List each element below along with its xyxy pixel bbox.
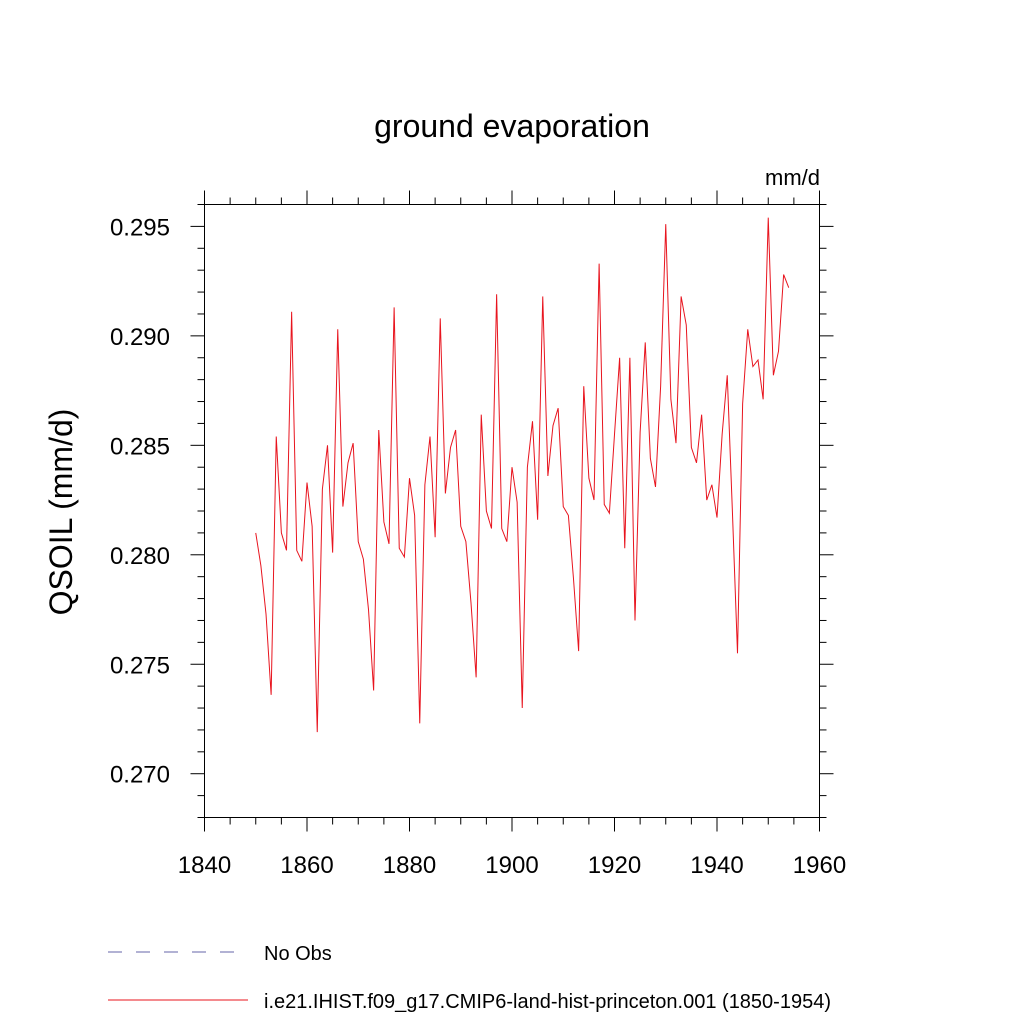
legend-label: No Obs (264, 943, 332, 965)
units-label: mm/d (765, 165, 820, 190)
x-tick-label: 1880 (383, 852, 436, 879)
x-tick-label: 1900 (485, 852, 538, 879)
legend-label: i.e21.IHIST.f09_g17.CMIP6-land-hist-prin… (264, 991, 831, 1013)
chart-title: ground evaporation (374, 108, 650, 144)
plot-frame (204, 204, 820, 818)
legend: No Obs i.e21.IHIST.f09_g17.CMIP6-land-his… (108, 943, 831, 1013)
series-group (255, 217, 790, 733)
series-line (255, 217, 790, 733)
y-tick-label: 0.270 (110, 762, 170, 789)
y-tick-label: 0.275 (110, 652, 170, 679)
y-tick-label: 0.290 (110, 324, 170, 351)
y-tick-label: 0.280 (110, 543, 170, 570)
x-tick-label: 1920 (588, 852, 641, 879)
y-tick-label: 0.285 (110, 433, 170, 460)
x-tick-label: 1840 (178, 852, 231, 879)
x-tick-label: 1960 (793, 852, 846, 879)
axis-ticks: 1840 1860 1880 1900 1920 1940 1960 0.270 0.275 0.… (110, 190, 846, 879)
y-axis-label: QSOIL (mm/d) (43, 409, 79, 616)
x-tick-label: 1940 (690, 852, 743, 879)
y-tick-label: 0.295 (110, 214, 170, 241)
x-tick-label: 1860 (280, 852, 333, 879)
